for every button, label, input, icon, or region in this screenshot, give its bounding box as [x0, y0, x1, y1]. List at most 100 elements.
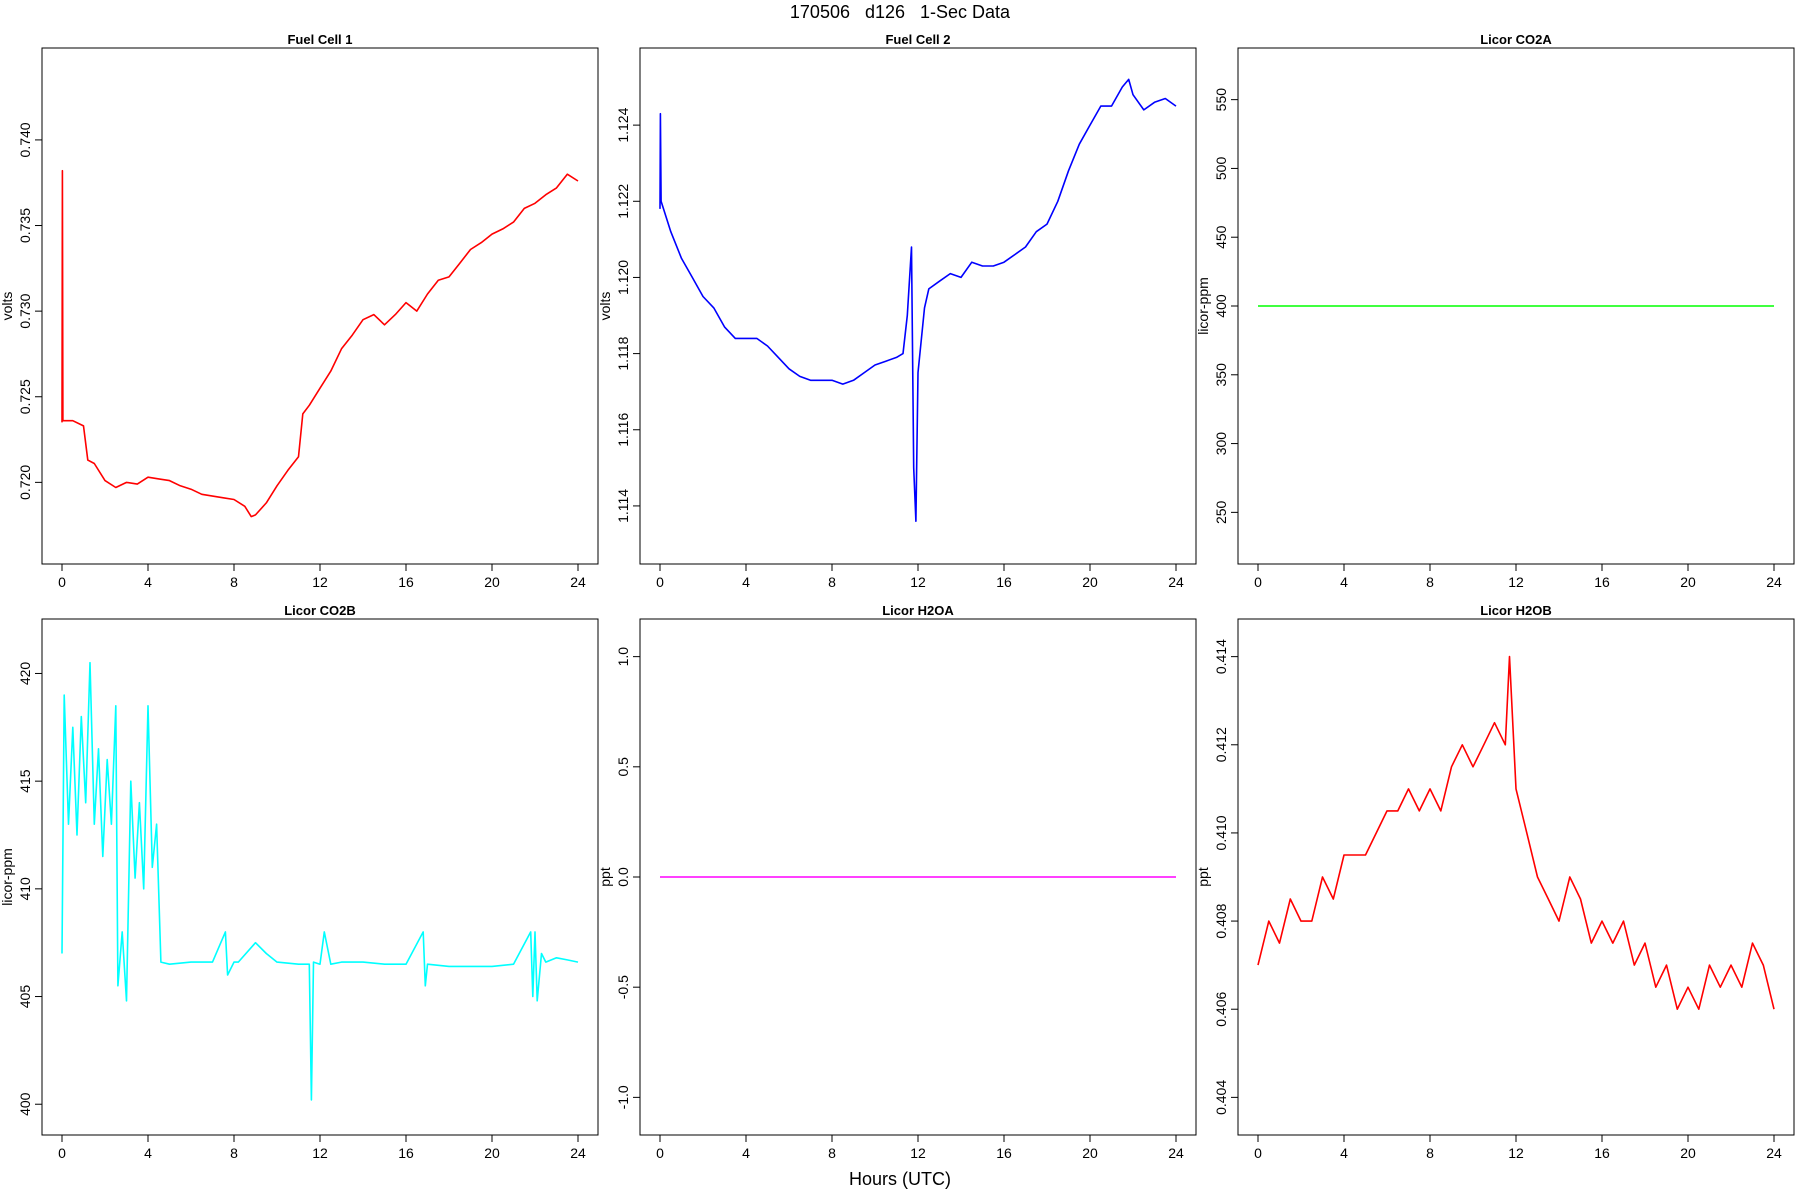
- x-tick-label: 12: [910, 574, 926, 590]
- x-tick-label: 20: [1082, 1145, 1098, 1161]
- x-tick-label: 24: [1766, 574, 1782, 590]
- x-tick-label: 12: [910, 1145, 926, 1161]
- x-tick-label: 0: [58, 574, 66, 590]
- x-tick-label: 12: [1508, 1145, 1524, 1161]
- x-tick-label: 24: [570, 574, 586, 590]
- x-tick-label: 16: [1594, 574, 1610, 590]
- y-tick-label: 1.124: [615, 107, 631, 142]
- y-axis-label: ppt: [597, 867, 613, 887]
- x-tick-label: 16: [398, 1145, 414, 1161]
- chart-panel: Fuel Cell 1 0 4 8 12 16 20 24 0.720 0.725 0.730 0.7…: [0, 32, 599, 590]
- x-tick-label: 4: [144, 1145, 152, 1161]
- y-tick-label: -1.0: [615, 1085, 631, 1109]
- y-tick-label: 550: [1213, 88, 1229, 112]
- series-line: [61, 661, 579, 1101]
- y-tick-label: 1.0: [615, 647, 631, 667]
- x-tick-label: 0: [1254, 574, 1262, 590]
- y-tick-label: 0.404: [1213, 1080, 1229, 1115]
- x-tick-label: 8: [230, 574, 238, 590]
- y-tick-label: 1.116: [615, 413, 631, 447]
- x-tick-label: 8: [1426, 574, 1434, 590]
- y-tick-label: 1.118: [615, 336, 631, 370]
- y-tick-label: 0.0: [615, 867, 631, 887]
- x-tick-label: 20: [484, 574, 500, 590]
- x-tick-label: 24: [570, 1145, 586, 1161]
- y-tick-label: 0.410: [1213, 815, 1229, 850]
- plot-frame: [41, 618, 599, 1136]
- x-tick-label: 16: [996, 1145, 1012, 1161]
- series-line: [659, 78, 1177, 523]
- x-tick-label: 8: [1426, 1145, 1434, 1161]
- panel-title: Licor CO2B: [284, 603, 356, 618]
- y-tick-label: 0.725: [17, 379, 33, 414]
- y-tick-label: 0.730: [17, 293, 33, 328]
- y-tick-label: 400: [17, 1092, 33, 1116]
- y-tick-label: 405: [17, 985, 33, 1009]
- y-axis-label: ppt: [1195, 867, 1211, 887]
- page-title: 170506 d126 1-Sec Data: [789, 2, 1011, 22]
- panel-title: Fuel Cell 2: [885, 32, 950, 47]
- panel-title: Licor H2OA: [882, 603, 954, 618]
- x-tick-label: 24: [1766, 1145, 1782, 1161]
- x-axis-caption: Hours (UTC): [849, 1169, 951, 1189]
- y-tick-label: 350: [1213, 363, 1229, 387]
- y-tick-label: 420: [17, 662, 33, 686]
- x-tick-label: 16: [1594, 1145, 1610, 1161]
- y-tick-label: 1.120: [615, 260, 631, 295]
- x-tick-label: 4: [1340, 574, 1348, 590]
- x-tick-label: 24: [1168, 1145, 1184, 1161]
- plot-frame: [1237, 618, 1795, 1136]
- y-tick-label: 1.114: [615, 489, 631, 523]
- chart-panel: Licor CO2A 0 4 8 12 16 20 24 250 300 350 400 450 500 5…: [1195, 32, 1795, 590]
- x-tick-label: 0: [1254, 1145, 1262, 1161]
- x-tick-label: 4: [742, 1145, 750, 1161]
- chart-panel: Licor H2OB 0 4 8 12 16 20 24 0.404 0.406 0.408 0.41…: [1195, 603, 1795, 1161]
- x-tick-label: 20: [1082, 574, 1098, 590]
- y-axis-label: volts: [597, 292, 613, 321]
- plot-frame: [639, 47, 1197, 565]
- x-tick-label: 0: [58, 1145, 66, 1161]
- series-line: [61, 169, 579, 518]
- y-tick-label: 0.406: [1213, 991, 1229, 1026]
- y-axis-label: volts: [0, 292, 15, 321]
- x-tick-label: 16: [996, 574, 1012, 590]
- y-tick-label: 400: [1213, 294, 1229, 318]
- panel-title: Licor CO2A: [1480, 32, 1552, 47]
- panel-title: Fuel Cell 1: [287, 32, 352, 47]
- x-tick-label: 24: [1168, 574, 1184, 590]
- x-tick-label: 12: [312, 1145, 328, 1161]
- panel-title: Licor H2OB: [1480, 603, 1552, 618]
- x-tick-label: 4: [742, 574, 750, 590]
- x-tick-label: 20: [1680, 1145, 1696, 1161]
- y-tick-label: 450: [1213, 225, 1229, 249]
- chart-panel: Fuel Cell 2 0 4 8 12 16 20 24 1.114 1.116 1.118 1.1…: [597, 32, 1197, 590]
- y-tick-label: 0.5: [615, 757, 631, 777]
- y-tick-label: 0.412: [1213, 727, 1229, 762]
- x-tick-label: 20: [484, 1145, 500, 1161]
- y-tick-label: 410: [17, 877, 33, 901]
- x-tick-label: 0: [656, 574, 664, 590]
- x-tick-label: 8: [828, 574, 836, 590]
- y-tick-label: 1.122: [615, 184, 631, 219]
- x-tick-label: 8: [828, 1145, 836, 1161]
- x-tick-label: 20: [1680, 574, 1696, 590]
- y-tick-label: -0.5: [615, 975, 631, 999]
- x-tick-label: 16: [398, 574, 414, 590]
- y-tick-label: 0.414: [1213, 639, 1229, 674]
- x-tick-label: 12: [1508, 574, 1524, 590]
- y-tick-label: 415: [17, 769, 33, 793]
- series-line: [1257, 655, 1775, 1011]
- y-tick-label: 0.740: [17, 122, 33, 157]
- chart-panel: Licor H2OA 0 4 8 12 16 20 24 -1.0 -0.5 0.0 0.5 1.0 pp…: [597, 603, 1197, 1161]
- x-tick-label: 8: [230, 1145, 238, 1161]
- x-tick-label: 4: [144, 574, 152, 590]
- y-tick-label: 250: [1213, 500, 1229, 524]
- y-tick-label: 500: [1213, 157, 1229, 181]
- y-axis-label: licor-ppm: [1195, 277, 1211, 335]
- x-tick-label: 4: [1340, 1145, 1348, 1161]
- x-tick-label: 0: [656, 1145, 664, 1161]
- x-tick-label: 12: [312, 574, 328, 590]
- y-tick-label: 0.408: [1213, 903, 1229, 938]
- y-axis-label: licor-ppm: [0, 848, 15, 906]
- y-tick-label: 300: [1213, 432, 1229, 456]
